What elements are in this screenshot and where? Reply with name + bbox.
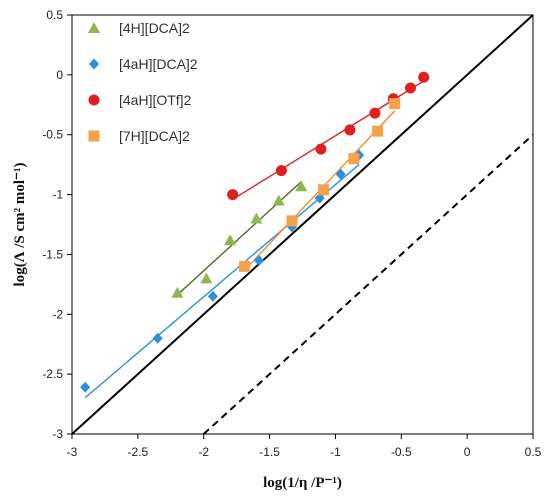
y-tick-label: -2 bbox=[52, 307, 63, 321]
legend-marker-3 bbox=[88, 94, 100, 106]
data-point-series-4 bbox=[348, 153, 360, 165]
y-tick-labels: -3 -2.5 -2 -1.5 -1 -0.5 0 0.5 bbox=[42, 8, 63, 441]
x-tick-label: -1 bbox=[330, 445, 341, 459]
data-point-series-4 bbox=[286, 215, 298, 227]
legend-marker-4 bbox=[88, 130, 100, 142]
data-point-series-1 bbox=[224, 234, 237, 246]
data-point-series-2 bbox=[254, 254, 265, 266]
data-point-series-3 bbox=[405, 82, 417, 94]
x-tick-labels: -3 -2.5 -2 -1.5 -1 -0.5 0 0.5 bbox=[67, 445, 542, 459]
reference-lines bbox=[71, 14, 534, 435]
legend-label-2: [4aH][DCA]2 bbox=[119, 56, 198, 72]
x-tick-label: -2.5 bbox=[128, 445, 149, 459]
x-tick-label: -2 bbox=[198, 445, 209, 459]
data-markers bbox=[80, 71, 430, 393]
data-point-series-2 bbox=[80, 381, 91, 393]
data-point-series-1 bbox=[171, 286, 184, 298]
x-tick-label: 0 bbox=[464, 445, 471, 459]
data-point-series-4 bbox=[318, 184, 330, 196]
plot-border bbox=[71, 14, 534, 435]
reference-line-dashed bbox=[203, 133, 534, 435]
data-point-series-1 bbox=[200, 272, 213, 284]
legend-label-3: [4aH][OTf]2 bbox=[119, 92, 192, 108]
data-point-series-4 bbox=[239, 260, 251, 272]
data-point-series-4 bbox=[389, 98, 401, 110]
x-tick-label: -3 bbox=[67, 445, 78, 459]
y-tick-label: -1 bbox=[52, 188, 63, 202]
x-tick-label: -0.5 bbox=[391, 445, 412, 459]
data-point-series-3 bbox=[275, 165, 287, 177]
x-tick-label: 0.5 bbox=[525, 445, 542, 459]
data-point-series-3 bbox=[418, 71, 430, 83]
data-point-series-2 bbox=[152, 332, 163, 344]
y-tick-label: 0.5 bbox=[46, 8, 63, 22]
y-axis-label: log(Λ /S cm² mol⁻¹) bbox=[12, 163, 28, 287]
data-point-series-1 bbox=[272, 194, 285, 206]
data-point-series-2 bbox=[335, 168, 346, 180]
legend: [4H][DCA]2 [4aH][DCA]2 [4aH][OTf]2 [7H][DCA… bbox=[88, 20, 198, 144]
y-tick-label: -1.5 bbox=[42, 247, 63, 261]
data-point-series-4 bbox=[372, 125, 384, 137]
data-point-series-3 bbox=[227, 189, 239, 201]
y-tick-label: -3 bbox=[52, 427, 63, 441]
reference-line-solid bbox=[71, 14, 534, 435]
data-point-series-1 bbox=[250, 212, 263, 224]
fit-line-series-2 bbox=[84, 163, 360, 399]
data-point-series-3 bbox=[369, 107, 381, 119]
data-point-series-3 bbox=[344, 124, 356, 136]
y-tick-label: -0.5 bbox=[42, 128, 63, 142]
data-point-series-2 bbox=[314, 192, 325, 204]
data-point-series-3 bbox=[315, 143, 327, 155]
legend-label-4: [7H][DCA]2 bbox=[119, 128, 190, 144]
data-point-series-2 bbox=[207, 290, 218, 302]
fit-line-series-1 bbox=[176, 181, 302, 296]
plot-frame bbox=[67, 14, 534, 439]
y-tick-label: 0 bbox=[56, 68, 63, 82]
x-axis-label: log(1/η /P⁻¹) bbox=[263, 475, 342, 491]
legend-marker-1 bbox=[88, 22, 100, 33]
legend-label-1: [4H][DCA]2 bbox=[119, 20, 190, 36]
data-point-series-1 bbox=[295, 180, 308, 192]
x-tick-label: -1.5 bbox=[259, 445, 280, 459]
y-tick-label: -2.5 bbox=[42, 367, 63, 381]
legend-marker-2 bbox=[89, 58, 99, 70]
